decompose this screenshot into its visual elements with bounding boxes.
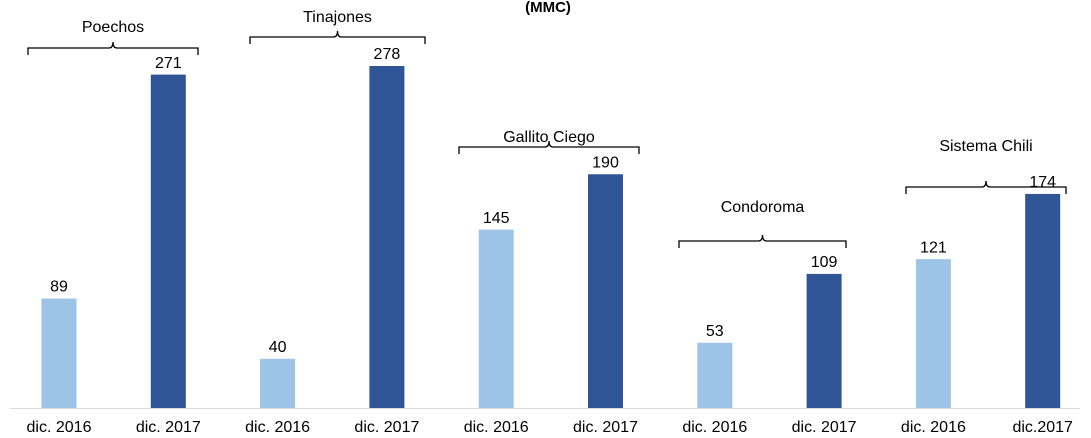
x-tick-label: dic. 2017 [354, 419, 419, 436]
x-tick-label: dic. 2016 [901, 419, 966, 436]
group-brace [458, 140, 640, 154]
bar [915, 259, 951, 408]
group-label: Sistema Chili [939, 138, 1032, 155]
group-label: Gallito Ciego [503, 129, 595, 146]
bar [150, 74, 186, 408]
group-label: Poechos [82, 19, 144, 36]
x-tick-label: dic. 2016 [682, 419, 747, 436]
group-brace [249, 30, 426, 44]
value-label: 278 [374, 46, 401, 63]
bar [588, 174, 623, 408]
bar [1025, 193, 1061, 408]
value-label: 89 [50, 279, 68, 296]
bar [260, 358, 296, 408]
group-label: Condoroma [721, 199, 805, 216]
group-label: Tinajones [303, 9, 372, 26]
x-tick-label: dic.2017 [1012, 419, 1073, 436]
bar [697, 342, 733, 408]
bar [369, 66, 405, 408]
value-label: 190 [592, 154, 619, 171]
value-label: 145 [483, 210, 510, 227]
value-label: 109 [811, 254, 838, 271]
value-label: 271 [155, 55, 182, 72]
bar [41, 298, 77, 408]
bar [806, 273, 842, 408]
x-tick-label: dic. 2016 [27, 419, 92, 436]
value-label: 121 [920, 239, 947, 256]
x-tick-label: dic. 2017 [573, 419, 638, 436]
bar [478, 229, 514, 408]
value-label: 174 [1029, 174, 1056, 191]
x-tick-label: dic. 2016 [245, 419, 310, 436]
x-tick-label: dic. 2017 [136, 419, 201, 436]
value-label: 53 [706, 323, 724, 340]
group-brace [905, 180, 1067, 194]
group-brace [678, 234, 847, 248]
chart-title: (MMC) [525, 0, 571, 16]
group-brace [27, 41, 199, 55]
value-label: 40 [269, 339, 287, 356]
x-tick-label: dic. 2017 [792, 419, 857, 436]
x-tick-label: dic. 2016 [464, 419, 529, 436]
